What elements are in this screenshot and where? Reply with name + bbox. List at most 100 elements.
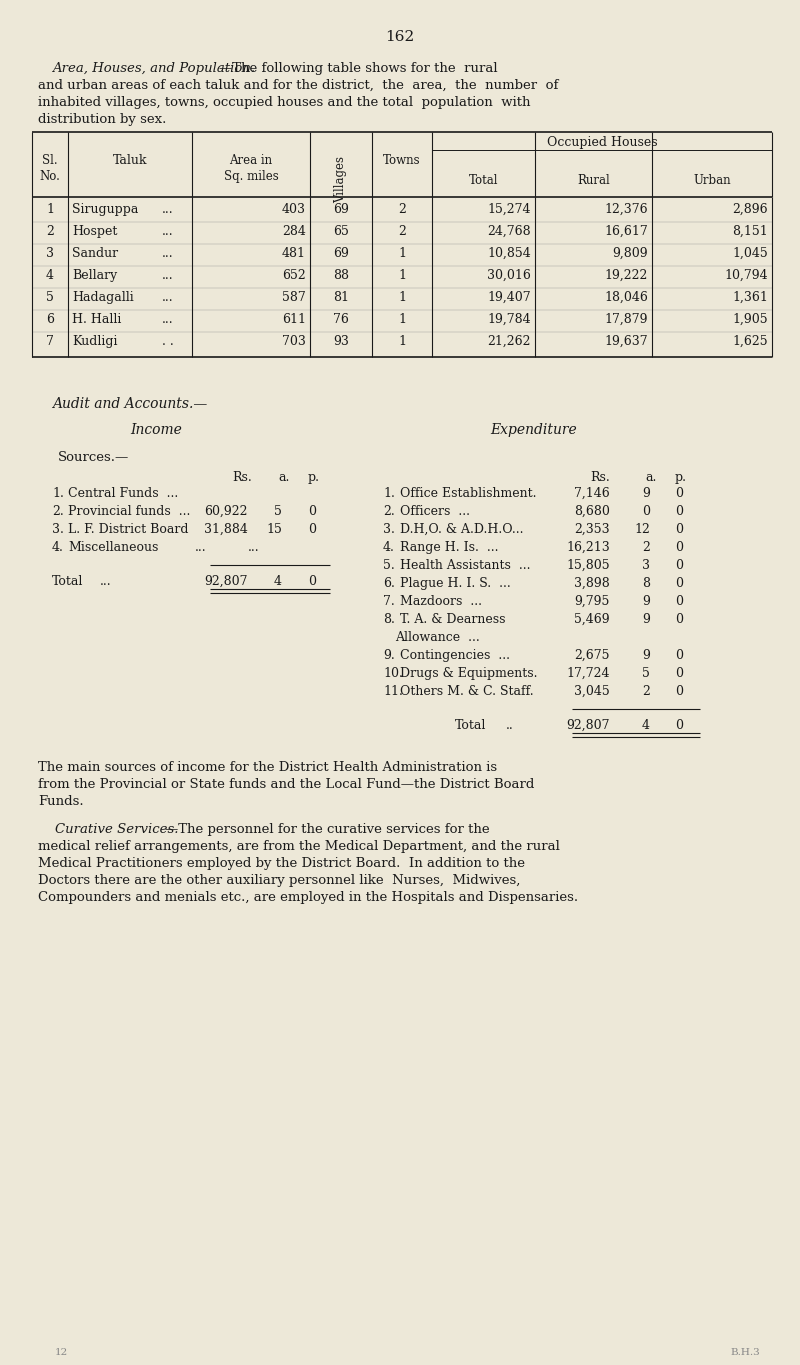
Text: p.: p. [675, 471, 687, 485]
Text: Siruguppa: Siruguppa [72, 203, 138, 216]
Text: ...: ... [162, 247, 174, 259]
Text: —The personnel for the curative services for the: —The personnel for the curative services… [165, 823, 490, 835]
Text: 12: 12 [55, 1349, 68, 1357]
Text: 60,922: 60,922 [205, 505, 248, 517]
Text: 17,879: 17,879 [605, 313, 648, 326]
Text: 5.: 5. [383, 560, 394, 572]
Text: 0: 0 [675, 648, 683, 662]
Text: 0: 0 [308, 523, 316, 536]
Text: 19,637: 19,637 [604, 334, 648, 348]
Text: 611: 611 [282, 313, 306, 326]
Text: 7.: 7. [383, 595, 394, 607]
Text: 4.: 4. [383, 541, 395, 554]
Text: Bellary: Bellary [72, 269, 118, 283]
Text: 0: 0 [675, 577, 683, 590]
Text: 1,045: 1,045 [732, 247, 768, 259]
Text: 15,805: 15,805 [566, 560, 610, 572]
Text: a.: a. [278, 471, 290, 485]
Text: 3,898: 3,898 [574, 577, 610, 590]
Text: 16,617: 16,617 [604, 225, 648, 238]
Text: Occupied Houses: Occupied Houses [546, 136, 658, 149]
Text: 1,905: 1,905 [732, 313, 768, 326]
Text: 76: 76 [333, 313, 349, 326]
Text: 17,724: 17,724 [566, 667, 610, 680]
Text: 2: 2 [642, 685, 650, 698]
Text: Taluk: Taluk [113, 154, 147, 167]
Text: Hadagalli: Hadagalli [72, 291, 134, 304]
Text: 0: 0 [308, 505, 316, 517]
Text: Range H. Is.  ...: Range H. Is. ... [400, 541, 498, 554]
Text: Miscellaneous: Miscellaneous [68, 541, 158, 554]
Text: L. F. District Board: L. F. District Board [68, 523, 189, 536]
Text: 0: 0 [308, 575, 316, 588]
Text: 4: 4 [46, 269, 54, 283]
Text: H. Halli: H. Halli [72, 313, 122, 326]
Text: 0: 0 [675, 505, 683, 517]
Text: 2,896: 2,896 [732, 203, 768, 216]
Text: ..: .. [506, 719, 514, 732]
Text: 162: 162 [386, 30, 414, 44]
Text: Total: Total [469, 173, 498, 187]
Text: Area in
Sq. miles: Area in Sq. miles [224, 154, 278, 183]
Text: 21,262: 21,262 [487, 334, 531, 348]
Text: 92,807: 92,807 [566, 719, 610, 732]
Text: Allowance  ...: Allowance ... [395, 631, 480, 644]
Text: 1,361: 1,361 [732, 291, 768, 304]
Text: Towns: Towns [383, 154, 421, 167]
Text: 16,213: 16,213 [566, 541, 610, 554]
Text: T. A. & Dearness: T. A. & Dearness [400, 613, 506, 627]
Text: ...: ... [100, 575, 112, 588]
Text: 12: 12 [634, 523, 650, 536]
Text: ...: ... [162, 269, 174, 283]
Text: a.: a. [645, 471, 656, 485]
Text: 69: 69 [333, 203, 349, 216]
Text: 6.: 6. [383, 577, 395, 590]
Text: 1: 1 [46, 203, 54, 216]
Text: 1,625: 1,625 [732, 334, 768, 348]
Text: medical relief arrangements, are from the Medical Department, and the rural: medical relief arrangements, are from th… [38, 839, 560, 853]
Text: 9: 9 [642, 613, 650, 627]
Text: Plague H. I. S.  ...: Plague H. I. S. ... [400, 577, 510, 590]
Text: 9,809: 9,809 [612, 247, 648, 259]
Text: 8.: 8. [383, 613, 395, 627]
Text: Office Establishment.: Office Establishment. [400, 487, 537, 500]
Text: 93: 93 [333, 334, 349, 348]
Text: 587: 587 [282, 291, 306, 304]
Text: Medical Practitioners employed by the District Board.  In addition to the: Medical Practitioners employed by the Di… [38, 857, 525, 870]
Text: 1.: 1. [52, 487, 64, 500]
Text: 0: 0 [642, 505, 650, 517]
Text: Villages: Villages [334, 156, 347, 203]
Text: ...: ... [162, 291, 174, 304]
Text: 1: 1 [398, 247, 406, 259]
Text: Rs.: Rs. [590, 471, 610, 485]
Text: Income: Income [130, 423, 182, 437]
Text: 703: 703 [282, 334, 306, 348]
Text: 2.: 2. [383, 505, 394, 517]
Text: 24,768: 24,768 [487, 225, 531, 238]
Text: 0: 0 [675, 667, 683, 680]
Text: ...: ... [162, 225, 174, 238]
Text: 65: 65 [333, 225, 349, 238]
Text: Others M. & C. Staff.: Others M. & C. Staff. [400, 685, 534, 698]
Text: Kudligi: Kudligi [72, 334, 118, 348]
Text: 5,469: 5,469 [574, 613, 610, 627]
Text: Audit and Accounts.—: Audit and Accounts.— [52, 397, 207, 411]
Text: Rs.: Rs. [232, 471, 252, 485]
Text: 4: 4 [642, 719, 650, 732]
Text: 3,045: 3,045 [574, 685, 610, 698]
Text: 1: 1 [398, 334, 406, 348]
Text: 19,784: 19,784 [487, 313, 531, 326]
Text: Total: Total [52, 575, 83, 588]
Text: 2.: 2. [52, 505, 64, 517]
Text: Urban: Urban [693, 173, 731, 187]
Text: Area, Houses, and Population.: Area, Houses, and Population. [52, 61, 255, 75]
Text: 0: 0 [675, 541, 683, 554]
Text: 9: 9 [642, 648, 650, 662]
Text: 2,353: 2,353 [574, 523, 610, 536]
Text: Funds.: Funds. [38, 794, 84, 808]
Text: 1: 1 [398, 269, 406, 283]
Text: 8,151: 8,151 [732, 225, 768, 238]
Text: Provincial funds  ...: Provincial funds ... [68, 505, 190, 517]
Text: 3: 3 [642, 560, 650, 572]
Text: 30,016: 30,016 [487, 269, 531, 283]
